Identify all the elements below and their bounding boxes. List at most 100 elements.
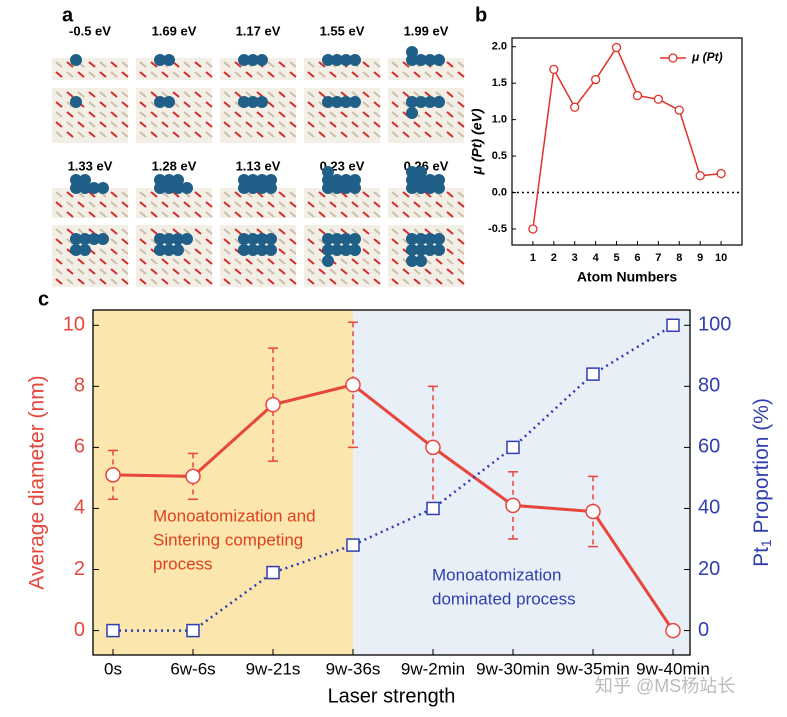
data-point xyxy=(529,225,537,233)
annotation: process xyxy=(153,554,213,573)
atom xyxy=(322,166,334,178)
data-point xyxy=(586,505,600,519)
data-point xyxy=(186,469,200,483)
atom xyxy=(406,107,418,119)
atom xyxy=(349,54,361,66)
data-point xyxy=(696,172,704,180)
atom xyxy=(349,233,361,245)
energy-label: 1.17 eV xyxy=(236,23,281,38)
atom xyxy=(433,174,445,186)
atom xyxy=(79,174,91,186)
atom xyxy=(433,233,445,245)
atom xyxy=(433,244,445,256)
data-point xyxy=(675,106,683,114)
x-tick-label: 4 xyxy=(593,252,600,264)
atom xyxy=(349,174,361,186)
x-axis-label: Atom Numbers xyxy=(577,269,678,285)
y-tick-label: 2.0 xyxy=(492,41,507,53)
y-tick-label: 4 xyxy=(74,497,85,519)
y-tick-label: 0 xyxy=(74,619,85,641)
atom xyxy=(172,244,184,256)
y2-tick-label: 20 xyxy=(698,558,720,580)
y-tick-label: -0.5 xyxy=(488,223,507,235)
atom xyxy=(415,255,427,267)
y-tick-label: 0.0 xyxy=(492,186,507,198)
energy-label: 1.99 eV xyxy=(404,23,449,38)
atom xyxy=(433,54,445,66)
data-point xyxy=(613,43,621,51)
x-tick-label: 7 xyxy=(655,252,661,264)
atom xyxy=(79,244,91,256)
atom xyxy=(433,96,445,108)
atom xyxy=(415,166,427,178)
watermark: 知乎 @MS杨站长 xyxy=(595,676,735,696)
y-tick-label: 1.5 xyxy=(492,77,507,89)
x-tick-label: 6 xyxy=(634,252,640,264)
atom xyxy=(322,255,334,267)
x-tick-label: 9w-2min xyxy=(401,659,465,678)
plot-frame xyxy=(512,38,742,245)
y2-tick-label: 40 xyxy=(698,497,720,519)
energy-label: -0.5 eV xyxy=(69,23,111,38)
series-line xyxy=(533,47,721,228)
energy-label: 1.69 eV xyxy=(152,23,197,38)
atom xyxy=(70,54,82,66)
atom xyxy=(349,244,361,256)
y-tick-label: 0.5 xyxy=(492,150,507,162)
data-point xyxy=(187,625,199,637)
data-point xyxy=(571,103,579,111)
y2-tick-label: 60 xyxy=(698,436,720,458)
atom xyxy=(97,182,109,194)
data-point xyxy=(507,441,519,453)
y2-label-subscript: 1 xyxy=(758,539,774,547)
x-tick-label: 0s xyxy=(104,659,122,678)
x-tick-label: 9w-30min xyxy=(476,659,550,678)
legend-marker xyxy=(669,54,677,62)
x-tick-label: 1 xyxy=(530,252,536,264)
data-point xyxy=(346,378,360,392)
energy-label: 1.13 eV xyxy=(236,158,281,173)
data-point xyxy=(266,398,280,412)
x-axis-label: Laser strength xyxy=(328,685,456,707)
y2-label-text: Pt xyxy=(750,547,773,567)
atom xyxy=(349,96,361,108)
x-tick-label: 5 xyxy=(613,252,619,264)
data-point xyxy=(633,92,641,100)
y-axis-label: Average diameter (nm) xyxy=(26,375,49,589)
x-tick-label: 2 xyxy=(551,252,557,264)
atom xyxy=(163,96,175,108)
data-point xyxy=(654,95,662,103)
atom xyxy=(265,174,277,186)
data-point xyxy=(717,170,725,178)
data-point xyxy=(587,368,599,380)
annotation: Monoatomization xyxy=(432,565,561,584)
atom xyxy=(265,233,277,245)
y2-tick-label: 0 xyxy=(698,619,709,641)
legend-label: μ (Pt) xyxy=(691,50,723,64)
atom xyxy=(256,54,268,66)
x-tick-label: 10 xyxy=(715,252,727,264)
data-point xyxy=(667,319,679,331)
x-tick-label: 9 xyxy=(697,252,703,264)
x-tick-label: 9w-21s xyxy=(246,659,301,678)
data-point xyxy=(550,65,558,73)
atom xyxy=(265,244,277,256)
atom xyxy=(97,233,109,245)
y2-tick-label: 100 xyxy=(698,314,731,336)
y-tick-label: 8 xyxy=(74,375,85,397)
panel-label: b xyxy=(475,4,487,26)
atom xyxy=(256,96,268,108)
data-point xyxy=(666,624,680,638)
atom xyxy=(181,233,193,245)
y-tick-label: 1.0 xyxy=(492,114,507,126)
data-point xyxy=(106,468,120,482)
y-axis-label: μ (Pt) (eV) xyxy=(469,108,485,175)
y2-axis-label: Pt1 Proportion (%) xyxy=(750,398,774,567)
annotation: Monoatomization and xyxy=(153,506,316,525)
x-tick-label: 3 xyxy=(572,252,578,264)
annotation: Sintering competing xyxy=(153,530,303,549)
energy-label: 1.28 eV xyxy=(152,158,197,173)
data-point xyxy=(107,625,119,637)
x-tick-label: 8 xyxy=(676,252,682,264)
